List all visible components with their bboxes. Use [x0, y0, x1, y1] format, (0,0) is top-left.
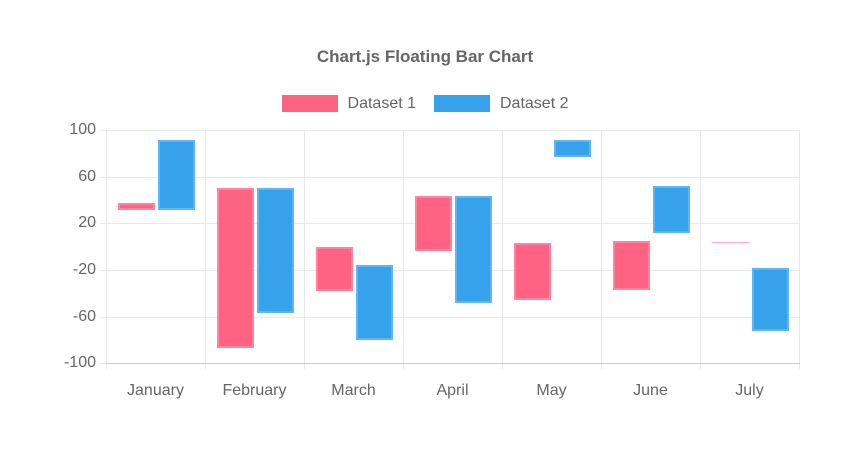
- y-tick-mark: [100, 269, 106, 271]
- x-tick-mark: [700, 363, 701, 370]
- bar-dataset1-february[interactable]: [217, 188, 254, 349]
- y-tick-label: -100: [63, 354, 96, 372]
- y-tick-label: 60: [78, 167, 96, 185]
- bar-dataset2-march[interactable]: [356, 265, 393, 340]
- bar-dataset2-july[interactable]: [752, 267, 789, 331]
- y-tick-mark: [100, 176, 106, 178]
- y-tick-mark: [100, 363, 106, 365]
- gridline-vertical: [700, 130, 701, 364]
- bar-dataset1-july[interactable]: [712, 241, 749, 244]
- bar-dataset1-january[interactable]: [118, 203, 155, 211]
- gridline-vertical: [502, 130, 503, 364]
- gridline-vertical: [304, 130, 305, 364]
- y-tick-mark: [100, 316, 106, 318]
- y-tick-label: -20: [72, 260, 96, 278]
- gridline-vertical: [601, 130, 602, 364]
- gridline-vertical: [799, 130, 800, 364]
- y-tick-mark: [100, 223, 106, 225]
- y-tick-label: 20: [78, 214, 96, 232]
- gridline-vertical: [403, 130, 404, 364]
- x-tick-mark: [799, 363, 800, 370]
- gridline-horizontal: [106, 130, 799, 131]
- x-tick-mark: [106, 363, 107, 370]
- bar-dataset2-february[interactable]: [257, 188, 294, 314]
- bar-dataset2-june[interactable]: [653, 185, 690, 233]
- chart-title: Chart.js Floating Bar Chart: [316, 47, 534, 66]
- gridline-vertical: [205, 130, 206, 364]
- bar-dataset2-may[interactable]: [554, 140, 591, 157]
- legend-label: Dataset 1: [347, 95, 416, 112]
- bar-dataset1-april[interactable]: [415, 196, 452, 252]
- legend-swatch: [281, 95, 338, 112]
- bar-dataset2-april[interactable]: [455, 196, 492, 303]
- x-tick-label-april: April: [436, 382, 469, 399]
- x-tick-mark: [601, 363, 602, 370]
- chart-legend: Dataset 1 Dataset 2: [0, 95, 850, 112]
- bar-dataset1-may[interactable]: [514, 243, 551, 301]
- y-tick-mark: [100, 130, 106, 131]
- x-tick-mark: [304, 363, 305, 370]
- legend-item-dataset-2[interactable]: Dataset 2: [434, 95, 568, 112]
- x-tick-label-may: May: [536, 382, 567, 399]
- x-tick-mark: [205, 363, 206, 370]
- gridline-horizontal: [106, 316, 799, 318]
- x-tick-mark: [502, 363, 503, 370]
- legend-label: Dataset 2: [500, 95, 569, 112]
- bar-dataset1-march[interactable]: [316, 246, 353, 291]
- y-tick-label: -60: [72, 307, 96, 325]
- gridline-vertical: [106, 130, 107, 364]
- legend-item-dataset-1[interactable]: Dataset 1: [281, 95, 416, 112]
- gridline-horizontal: [106, 269, 799, 271]
- x-tick-label-march: March: [331, 382, 376, 399]
- bar-dataset2-january[interactable]: [158, 140, 195, 211]
- legend-swatch: [434, 95, 490, 112]
- x-tick-mark: [403, 363, 404, 370]
- bar-dataset1-june[interactable]: [613, 240, 650, 290]
- x-axis-border: [106, 363, 800, 365]
- y-tick-label: 100: [69, 121, 96, 138]
- gridline-horizontal: [106, 176, 799, 178]
- x-tick-label-july: July: [735, 382, 764, 399]
- x-tick-label-june: June: [633, 382, 668, 399]
- x-tick-label-january: January: [127, 382, 184, 399]
- gridline-horizontal: [106, 223, 799, 225]
- x-tick-label-february: February: [222, 382, 287, 399]
